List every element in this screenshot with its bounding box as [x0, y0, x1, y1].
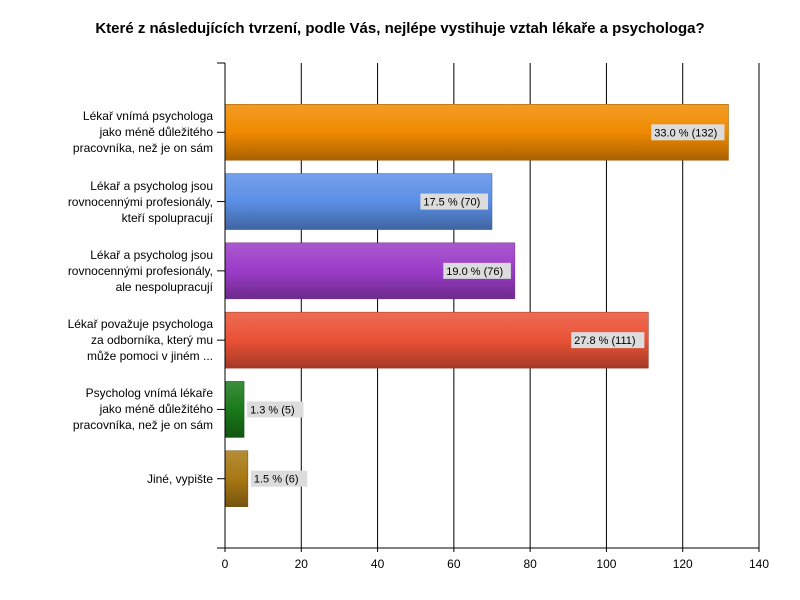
category-label: Jiné, vypište	[13, 471, 213, 487]
category-label-line: Lékař a psycholog jsou	[90, 178, 213, 193]
category-label-line: kteří spolupracují	[121, 210, 213, 225]
axes: 0 20 40 60 80 100 120 140	[217, 62, 769, 571]
x-tick-label: 120	[673, 557, 693, 571]
x-tick-label: 80	[523, 557, 537, 571]
category-label-line: může pomoci v jiném ...	[86, 349, 213, 364]
data-label: 17.5 % (70)	[423, 197, 480, 209]
category-label: Lékař a psycholog jsou rovnocennými profe…	[13, 178, 213, 226]
data-label-background	[651, 124, 725, 141]
category-label-line: pracovníka, než je on sám	[72, 418, 213, 433]
category-label-line: rovnocennými profesionály,	[67, 263, 213, 278]
bar	[224, 104, 729, 161]
x-tick-label: 100	[596, 557, 616, 571]
data-label: 1.5 % (6)	[254, 474, 299, 486]
x-tick-label: 140	[749, 557, 769, 571]
data-labels: 33.0 % (132) 17.5 % (70) 19.0 % (76) 27.8 %…	[247, 124, 725, 487]
chart-title: Které z následujících tvrzení, podle Vás…	[95, 20, 705, 37]
data-label-background	[443, 262, 511, 279]
bar	[224, 450, 249, 507]
x-tick-label: 0	[222, 557, 229, 571]
data-label-background	[571, 332, 645, 349]
data-label-background	[247, 401, 304, 418]
category-label-line: jako méně důležitého	[99, 125, 213, 140]
category-label-line: jako méně důležitého	[99, 402, 213, 417]
data-label: 1.3 % (5)	[250, 404, 295, 416]
data-label: 33.0 % (132)	[654, 127, 717, 139]
category-label-line: Lékař vnímá psychologa	[82, 109, 213, 124]
category-label: Lékař považuje psychologa za odborníka, k…	[13, 316, 213, 364]
bar	[224, 381, 245, 438]
category-label: Lékař vnímá psychologa jako méně důležité…	[13, 108, 213, 156]
x-tick-label: 20	[295, 557, 309, 571]
bars	[224, 104, 729, 507]
category-label-line: pracovníka, než je on sám	[72, 141, 213, 156]
data-label: 19.0 % (76)	[446, 266, 503, 278]
category-label: Psycholog vnímá lékaře jako méně důležité…	[13, 385, 213, 433]
data-label: 27.8 % (111)	[574, 335, 635, 347]
x-tick-label: 40	[371, 557, 385, 571]
x-tick-label: 60	[447, 557, 461, 571]
category-label-line: Psycholog vnímá lékaře	[85, 386, 213, 401]
data-label-background	[250, 470, 308, 487]
grid-lines	[300, 63, 760, 548]
category-label-line: rovnocennými profesionály,	[67, 194, 213, 209]
data-label-background	[420, 193, 488, 210]
category-label-line: Jiné, vypište	[146, 471, 213, 486]
category-label-line: ale nespolupracují	[115, 279, 213, 294]
category-label-line: za odborníka, který mu	[90, 333, 213, 348]
category-label-line: Lékař považuje psychologa	[67, 317, 213, 332]
category-label: Lékař a psycholog jsou rovnocennými profe…	[13, 247, 213, 295]
category-label-line: Lékař a psycholog jsou	[90, 247, 213, 262]
